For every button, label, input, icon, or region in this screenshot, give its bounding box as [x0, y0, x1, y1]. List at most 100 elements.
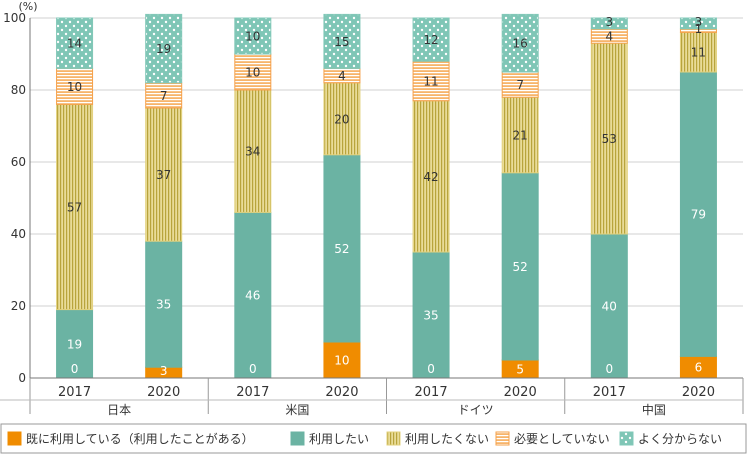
data-label: 14: [67, 37, 82, 51]
bar-segment: [145, 13, 183, 84]
bar-segment: [145, 107, 183, 242]
bar-segment: [501, 13, 539, 73]
bar-segment: [323, 154, 361, 343]
bar-segment: [145, 240, 183, 368]
gridlines: [30, 17, 743, 307]
bar-segment: [679, 17, 717, 30]
group-label: 米国: [285, 403, 309, 417]
y-tick-label: 80: [11, 83, 26, 97]
x-tick-label: 2017: [58, 385, 91, 400]
legend-swatch: [290, 431, 305, 446]
data-label: 5: [516, 363, 524, 377]
x-tick-label: 2020: [682, 385, 715, 400]
data-label: 10: [334, 354, 349, 368]
x-tick-label: 2017: [593, 385, 626, 400]
bar-segment: [412, 251, 450, 379]
bar-segment: [501, 96, 539, 174]
data-label: 53: [602, 132, 617, 146]
data-label: 52: [334, 242, 349, 256]
bar-segment: [234, 17, 272, 55]
data-label: 12: [423, 33, 438, 47]
group-label: ドイツ: [458, 403, 494, 417]
data-label: 3: [160, 364, 168, 378]
data-label: 19: [67, 337, 82, 351]
data-label: 0: [427, 362, 435, 376]
group-label: 中国: [642, 402, 666, 417]
bar-segment: [590, 42, 628, 235]
bar-segment: [590, 17, 628, 30]
data-label: 15: [334, 35, 349, 49]
bar-segment: [323, 13, 361, 69]
legend-swatch: [619, 431, 634, 446]
bar-segment: [412, 17, 450, 62]
bar-segment: [590, 233, 628, 379]
data-label: 35: [156, 298, 171, 312]
y-unit-label: (%): [18, 0, 37, 13]
data-label: 10: [67, 80, 82, 94]
bar-segment: [234, 89, 272, 213]
data-label: 46: [245, 289, 260, 303]
x-tick-label: 2020: [147, 385, 180, 400]
data-label: 10: [245, 30, 260, 44]
legend-label: 必要としていない: [514, 432, 610, 446]
data-label: 79: [691, 208, 706, 222]
bar-segment: [679, 31, 717, 73]
bars: [56, 13, 717, 379]
group-label: 日本: [107, 403, 131, 417]
data-label: 3: [695, 15, 703, 29]
data-label: 0: [605, 362, 613, 376]
segment-labels: 0195710143353771904634101010522041503542…: [67, 15, 706, 378]
legend-swatch: [495, 431, 510, 446]
data-label: 0: [249, 362, 257, 376]
data-label: 57: [67, 201, 82, 215]
data-label: 7: [516, 78, 524, 92]
y-tick-label: 0: [18, 371, 26, 385]
data-label: 21: [513, 129, 528, 143]
bar-segment: [56, 309, 94, 379]
data-label: 11: [691, 46, 706, 60]
x-tick-label: 2020: [504, 385, 537, 400]
y-tick-label: 40: [11, 227, 26, 241]
bar-segment: [412, 100, 450, 253]
x-tick-label: 2017: [415, 385, 448, 400]
legend-label: よく分からない: [638, 432, 722, 446]
data-label: 0: [71, 362, 79, 376]
data-label: 34: [245, 145, 260, 159]
data-label: 3: [605, 15, 613, 29]
data-label: 7: [160, 89, 168, 103]
data-label: 10: [245, 66, 260, 80]
bar-segment: [412, 60, 450, 102]
data-label: 52: [513, 260, 528, 274]
y-tick-label: 60: [11, 155, 26, 169]
legend-label: 利用したくない: [405, 432, 489, 446]
legend-label: 利用したい: [309, 432, 369, 446]
bar-segment: [234, 53, 272, 91]
data-label: 4: [338, 69, 346, 83]
category-axis: 2017 2020 日本 2017 2020 米国 2017 2020 ドイツ 2017 2020 中…: [0, 378, 744, 417]
bar-segment: [56, 103, 94, 311]
legend-swatch: [386, 431, 401, 446]
legend: 既に利用している（利用したことがある） 利用したい 利用したくない 必要としていない よ…: [0, 423, 747, 454]
data-label: 42: [423, 170, 438, 184]
data-label: 37: [156, 168, 171, 182]
data-label: 4: [605, 30, 613, 44]
data-label: 1: [695, 22, 703, 36]
y-tick-label: 100: [3, 11, 26, 25]
x-tick-label: 2020: [325, 385, 358, 400]
data-label: 35: [423, 309, 438, 323]
legend-swatch: [7, 431, 22, 446]
data-label: 6: [695, 361, 703, 375]
data-label: 40: [602, 300, 617, 314]
legend-label: 既に利用している（利用したことがある）: [26, 431, 254, 446]
data-label: 11: [423, 75, 438, 89]
data-label: 19: [156, 42, 171, 56]
data-label: 16: [513, 37, 528, 51]
y-tick-label: 20: [11, 299, 26, 313]
bar-segment: [323, 341, 361, 379]
bar-segment: [679, 71, 717, 357]
x-tick-label: 2017: [236, 385, 269, 400]
bar-segment: [56, 17, 94, 69]
data-label: 20: [334, 112, 349, 126]
